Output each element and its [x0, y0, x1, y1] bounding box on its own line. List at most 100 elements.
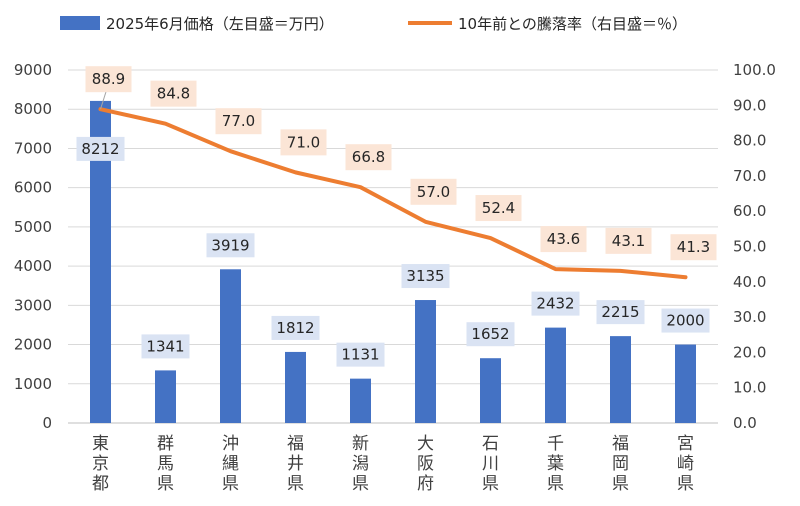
- bar: [350, 378, 371, 423]
- category-label-char: 県: [547, 474, 564, 494]
- line-data-label: 88.9: [92, 70, 125, 88]
- bar-data-label: 1341: [146, 337, 184, 355]
- line-data-label-bg: [85, 66, 132, 93]
- category-label: 千葉県: [547, 434, 564, 494]
- y-right-tick-label: 30.0: [733, 308, 766, 326]
- category-label-char: 県: [482, 474, 499, 494]
- y-right-tick-label: 0.0: [733, 414, 757, 432]
- bar-data-label-bg: [466, 322, 515, 347]
- bar-data-label-bg: [401, 264, 450, 289]
- bar: [480, 358, 501, 423]
- category-label-char: 福: [287, 434, 304, 454]
- y-right-tick-label: 10.0: [733, 379, 766, 397]
- line-data-label: 71.0: [287, 133, 320, 151]
- y-right-tick-label: 70.0: [733, 167, 766, 185]
- category-label-char: 井: [287, 454, 304, 474]
- y-right-tick-label: 40.0: [733, 273, 766, 291]
- line-data-label-bg: [280, 129, 327, 156]
- y-left-tick-label: 5000: [14, 218, 52, 236]
- line-data-label-bg: [605, 227, 652, 254]
- bar-data-label: 1131: [341, 346, 379, 364]
- bar: [610, 336, 631, 423]
- bar: [545, 327, 566, 423]
- category-label: 石川県: [482, 434, 499, 494]
- legend: 2025年6月価格（左目盛＝万円） 10年前との騰落率（右目盛＝％）: [60, 15, 687, 33]
- y-right-tick-label: 90.0: [733, 96, 766, 114]
- line-series: [98, 107, 688, 280]
- category-label-char: 川: [482, 454, 499, 474]
- category-label-char: 崎: [677, 454, 694, 474]
- category-label-char: 大: [417, 434, 434, 454]
- y-right-tick-label: 80.0: [733, 132, 766, 150]
- line-data-label: 43.1: [612, 232, 645, 250]
- bar-data-label: 2215: [601, 303, 639, 321]
- bar: [675, 344, 696, 423]
- y-right-tick-label: 20.0: [733, 343, 766, 361]
- line-data-label-leader: [100, 90, 107, 110]
- category-label-char: 葉: [547, 454, 564, 474]
- category-label: 群馬県: [157, 434, 174, 494]
- line-data-label: 41.3: [677, 238, 710, 256]
- category-label-char: 潟: [352, 454, 369, 474]
- line-data-label-bg: [215, 108, 262, 135]
- bar-data-label-bg: [141, 334, 190, 359]
- category-label: 新潟県: [352, 434, 369, 494]
- legend-bar-swatch: [60, 16, 100, 30]
- y-left-tick-label: 9000: [14, 61, 52, 79]
- bar-data-label-bg: [271, 315, 320, 340]
- category-label-char: 馬: [157, 454, 174, 474]
- category-label-char: 県: [352, 474, 369, 494]
- bar-data-label-bg: [531, 291, 580, 316]
- category-label-char: 県: [677, 474, 694, 494]
- line-data-label: 77.0: [222, 112, 255, 130]
- bar-data-label: 1652: [471, 325, 509, 343]
- y-right-tick-label: 60.0: [733, 202, 766, 220]
- y-axis-right: 0.0 10.0 20.0 30.0 40.0 50.0 60.0 70.0 80.0 90.0 1…: [733, 61, 776, 432]
- y-left-tick-label: 0: [42, 414, 52, 432]
- category-label: 福井県: [287, 434, 304, 494]
- y-right-tick-label: 50.0: [733, 238, 766, 256]
- line-series-path: [98, 107, 688, 280]
- bar-data-label: 2432: [536, 295, 574, 313]
- bar-data-label: 1812: [276, 319, 314, 337]
- category-label-char: 縄: [222, 454, 239, 474]
- category-label-char: 群: [157, 434, 174, 454]
- line-data-labels: 88.9 84.8 77.0 71.0 66.8 57.0 52.4 43.6 43.1 41.3: [85, 66, 717, 261]
- y-left-tick-label: 8000: [14, 100, 52, 118]
- line-data-label-bg: [150, 80, 197, 107]
- bar-series: [90, 100, 696, 424]
- bar-data-label: 3135: [406, 267, 444, 285]
- bar: [90, 100, 111, 424]
- legend-line-label: 10年前との騰落率（右目盛＝％）: [458, 15, 687, 33]
- category-label-char: 府: [417, 474, 434, 494]
- category-label-char: 宮: [677, 434, 694, 454]
- gridlines: [68, 69, 718, 424]
- category-label: 東京都: [92, 434, 109, 494]
- bar: [155, 370, 176, 423]
- line-data-label-bg: [410, 178, 457, 205]
- category-label-char: 岡: [612, 454, 629, 474]
- y-left-tick-label: 1000: [14, 375, 52, 393]
- line-data-label-bg: [345, 144, 392, 171]
- line-data-label-bg: [475, 195, 522, 222]
- category-label-char: 石: [482, 434, 499, 454]
- line-data-label: 43.6: [547, 230, 580, 248]
- category-label-char: 都: [92, 474, 109, 494]
- legend-bar-label: 2025年6月価格（左目盛＝万円）: [106, 15, 334, 33]
- category-label-char: 県: [157, 474, 174, 494]
- category-label: 大阪府: [417, 434, 434, 494]
- y-left-tick-label: 3000: [14, 296, 52, 314]
- bar-data-label-bg: [661, 308, 710, 333]
- category-label-char: 東: [92, 434, 109, 454]
- line-data-label: 57.0: [417, 183, 450, 201]
- category-label-char: 新: [352, 434, 369, 454]
- y-axis-left: 0 1000 2000 3000 4000 5000 6000 7000 8000 9000: [14, 61, 52, 432]
- category-label: 宮崎県: [677, 434, 694, 494]
- category-label-char: 福: [612, 434, 629, 454]
- bar-data-label-bg: [76, 136, 125, 161]
- category-label: 沖縄県: [222, 434, 239, 494]
- bar: [415, 300, 436, 423]
- bar: [285, 351, 306, 423]
